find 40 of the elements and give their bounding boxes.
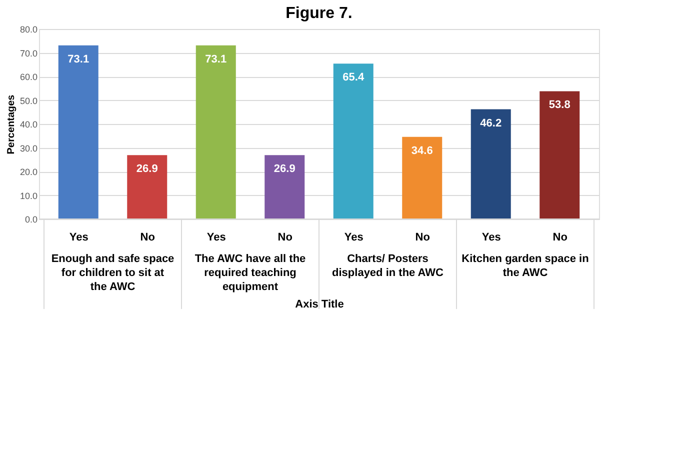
bar xyxy=(196,45,236,219)
bar xyxy=(470,109,511,219)
y-tick-label: 10.0 xyxy=(20,190,38,201)
bar xyxy=(402,136,442,219)
y-tick-label: 30.0 xyxy=(20,143,38,154)
text: Enough and safe space for children to sit at the AWC xyxy=(51,253,174,293)
data-label: 73.1 xyxy=(205,53,227,66)
bar xyxy=(58,45,98,219)
x-tick-label: No xyxy=(278,232,293,244)
text: The AWC have all the required teaching equipment xyxy=(194,253,306,293)
data-label: 73.1 xyxy=(68,53,90,66)
bar xyxy=(540,91,580,219)
y-tick-label: 0.0 xyxy=(24,214,38,224)
x-tick-label: No xyxy=(552,232,568,244)
data-label: 53.8 xyxy=(548,99,570,112)
data-label: 34.6 xyxy=(411,144,433,157)
data-label: 26.9 xyxy=(274,163,296,176)
bar xyxy=(333,64,374,219)
data-label: 26.9 xyxy=(136,163,158,176)
x-tick-label: No xyxy=(140,232,156,244)
y-tick-label: 60.0 xyxy=(20,72,38,82)
x-tick-label: Yes xyxy=(344,232,364,244)
x-tick-label: Yes xyxy=(482,232,501,244)
x-tick-label: Yes xyxy=(206,232,226,244)
bar xyxy=(264,155,305,219)
y-tick-label: 20.0 xyxy=(20,167,38,177)
y-tick-label: 50.0 xyxy=(20,96,38,106)
x-axis-title: Axis Title xyxy=(295,298,344,310)
y-tick-label: 40.0 xyxy=(20,120,38,130)
x-tick-label: No xyxy=(415,232,430,244)
x-tick-label: Yes xyxy=(69,232,88,244)
y-tick-label: 80.0 xyxy=(20,24,38,34)
y-tick-label: 70.0 xyxy=(20,48,38,58)
data-label: 65.4 xyxy=(342,72,365,84)
data-label: 46.2 xyxy=(480,117,502,130)
bar xyxy=(127,155,168,219)
text: Kitchen garden space in the AWC xyxy=(462,253,590,279)
text: Charts/ Posters displayed in the AWC xyxy=(332,253,444,279)
y-axis-title: Percentages xyxy=(6,94,17,154)
chart-title: Figure 7. xyxy=(286,5,352,22)
